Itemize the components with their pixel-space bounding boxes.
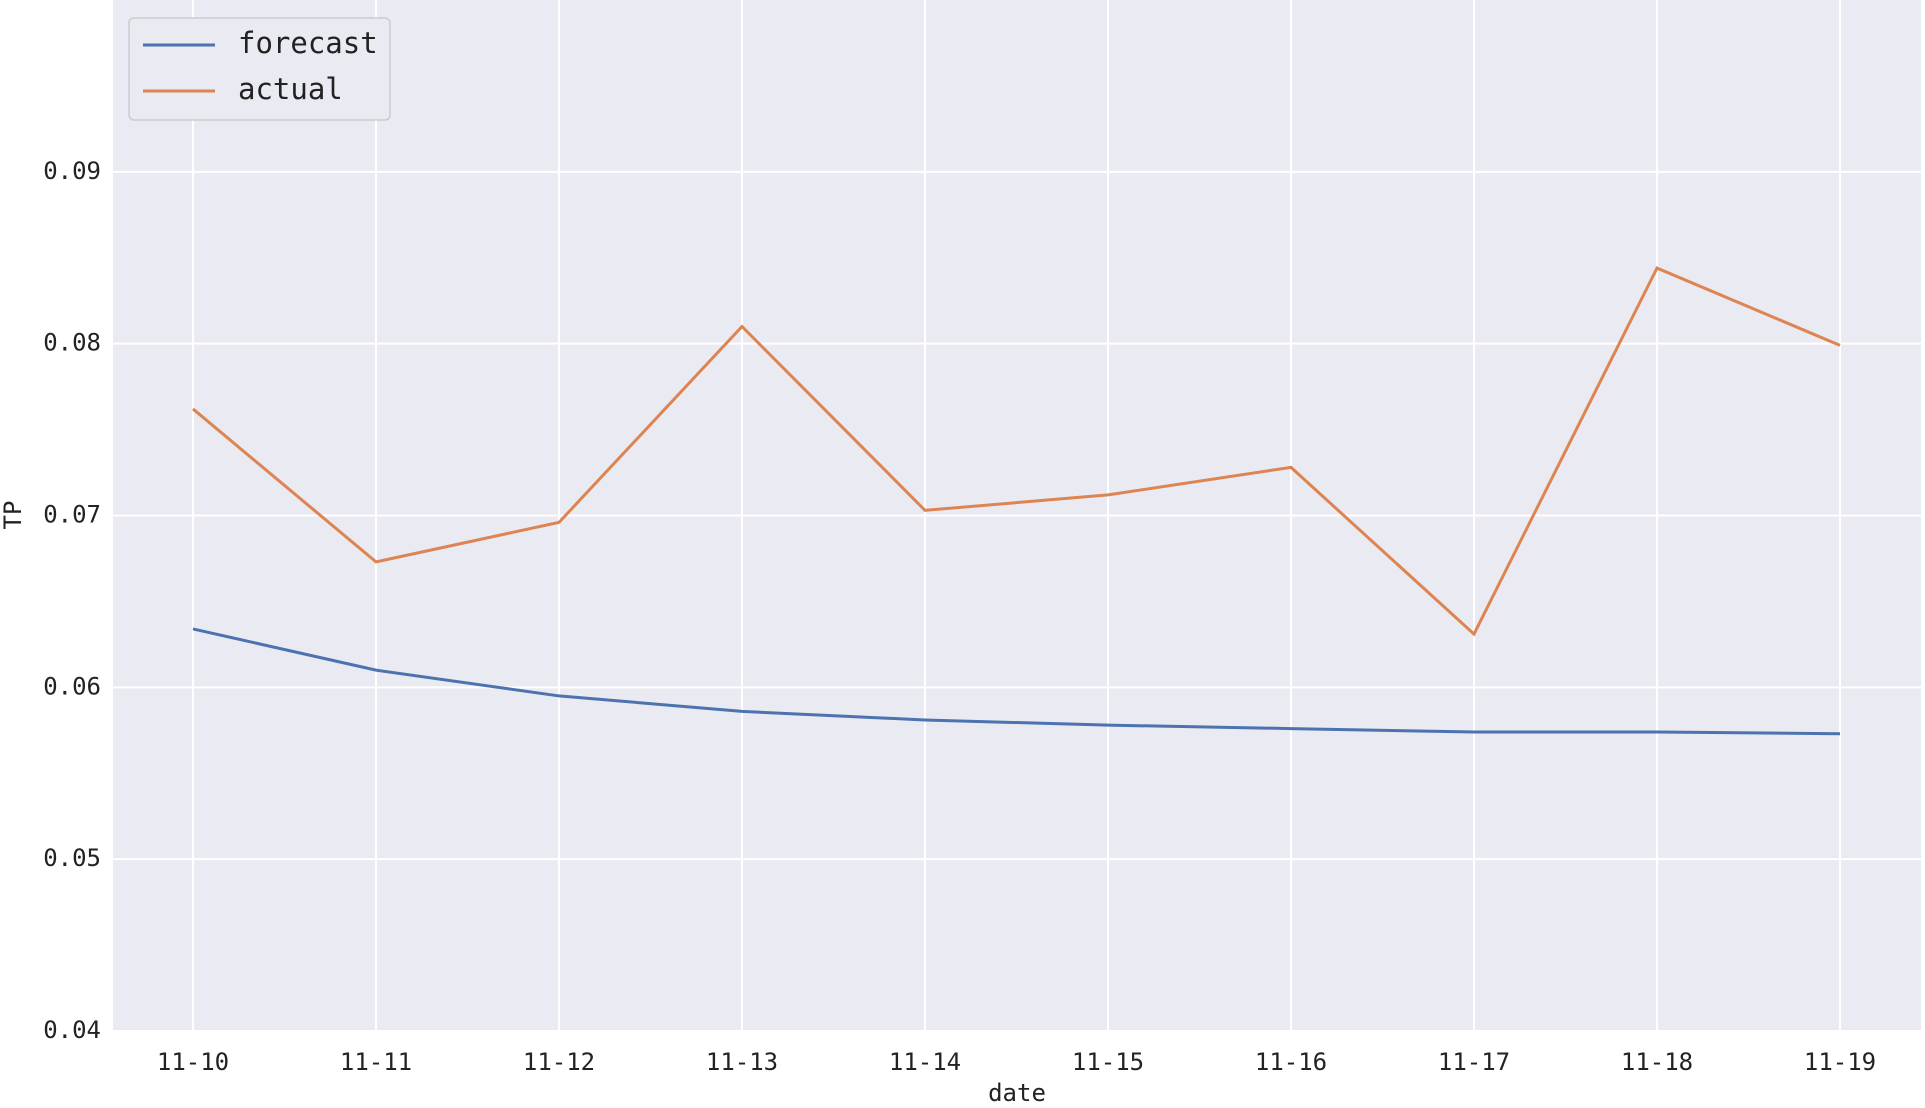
- x-tick-label: 11-12: [523, 1048, 595, 1076]
- line: [192, 627, 1841, 736]
- x-tick-label: 11-11: [340, 1048, 412, 1076]
- y-tick-label: 0.07: [43, 501, 101, 529]
- x-tick-label: 11-13: [706, 1048, 778, 1076]
- x-tick-label: 11-10: [157, 1048, 229, 1076]
- x-tick-label: 11-16: [1255, 1048, 1327, 1076]
- x-tick-label: 11-19: [1804, 1048, 1876, 1076]
- y-axis-label: TP: [0, 501, 27, 530]
- y-tick-label: 0.06: [43, 672, 101, 700]
- y-tick-label: 0.09: [43, 157, 101, 185]
- x-tick-label: 11-14: [889, 1048, 961, 1076]
- x-tick-label: 11-18: [1621, 1048, 1693, 1076]
- legend-label: actual: [238, 72, 343, 106]
- y-tick-label: 0.05: [43, 844, 101, 872]
- y-tick-label: 0.04: [43, 1016, 101, 1044]
- y-tick-label: 0.08: [43, 329, 101, 357]
- x-axis-label: date: [988, 1079, 1046, 1107]
- line: [192, 266, 1841, 637]
- x-tick-label: 11-15: [1072, 1048, 1144, 1076]
- legend-label: forecast: [238, 26, 378, 60]
- x-tick-label: 11-17: [1438, 1048, 1510, 1076]
